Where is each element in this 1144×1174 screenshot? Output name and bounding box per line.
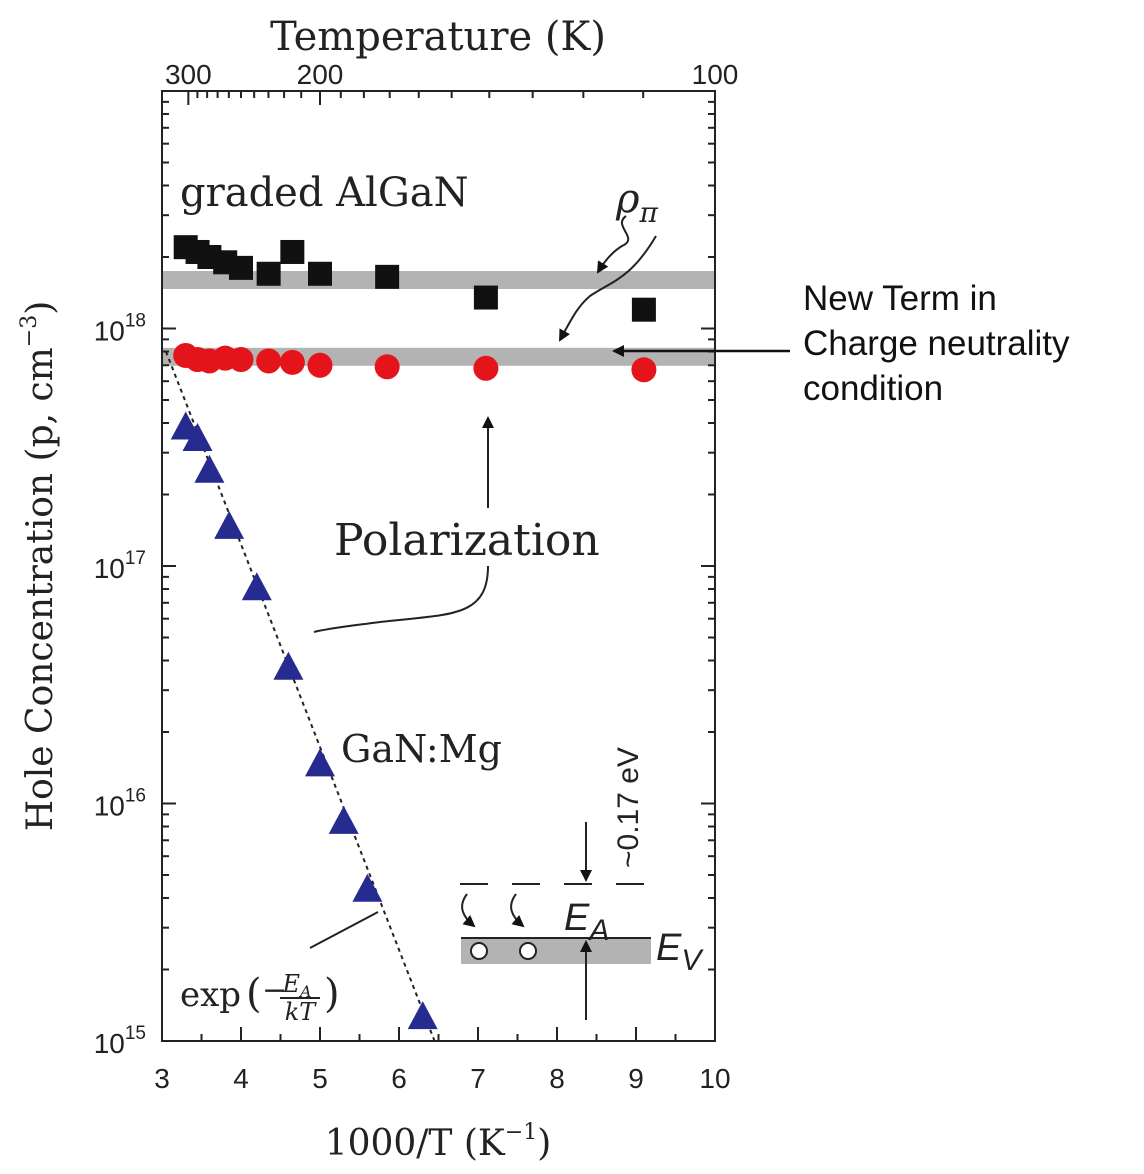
y-tick-labels: 1015 1016 1017 1018 (94, 311, 146, 1060)
data-point-square (229, 255, 253, 280)
exp-pointer-line (309, 911, 379, 949)
hole-transition-arrow-2 (510, 893, 525, 928)
data-point-square (473, 285, 498, 310)
data-point-circle (228, 347, 254, 373)
callout-line-1: New Term in (803, 279, 997, 318)
hole-circle-1 (470, 942, 488, 960)
data-point-circle (307, 352, 333, 378)
data-point-triangle (407, 1001, 438, 1030)
top-tick-label: 200 (297, 59, 344, 90)
ev-label: EV (656, 927, 704, 977)
x-axis-title: 1000/T (K−1) (325, 1120, 552, 1164)
data-point-circle (374, 354, 400, 380)
x-tick-label: 10 (699, 1063, 730, 1094)
y-tick-label: 1016 (94, 786, 146, 822)
data-point-triangle (328, 805, 359, 834)
exp-formula: exp ( − EA kT ) (180, 970, 340, 1026)
y-tick-label: 1018 (94, 311, 146, 347)
shaded-band-1 (162, 271, 715, 290)
rho-pi-label: ρπ (615, 176, 659, 229)
x-tick-label: 9 (628, 1063, 644, 1094)
polarization-curve (313, 565, 489, 633)
y-axis-title: Hole Concentration (p, cm−3) (17, 301, 61, 832)
svg-text:EA: EA (281, 970, 311, 1001)
energy-gap-label: ~0.17 eV (612, 747, 645, 868)
svg-text:−: − (262, 973, 287, 1008)
data-point-circle (631, 357, 657, 383)
x-tick-label: 7 (470, 1063, 486, 1094)
x-tick-label: 5 (312, 1063, 328, 1094)
callout-text: New Term in Charge neutrality condition (803, 276, 1143, 411)
graded-algan-label: graded AlGaN (180, 170, 469, 216)
hole-circle-2 (519, 942, 537, 960)
callout-line-2: Charge neutrality (803, 324, 1070, 363)
ganmg-label: GaN:Mg (341, 727, 502, 771)
x-tick-label: 8 (549, 1063, 565, 1094)
x-tick-labels: 3 4 5 6 7 8 9 10 (154, 1063, 730, 1094)
plot-frame (161, 90, 716, 1042)
top-tick-label: 300 (165, 59, 212, 90)
callout-line-3: condition (803, 369, 944, 408)
ea-label: EA (564, 897, 609, 947)
data-point-circle (473, 355, 499, 381)
data-point-triangle (194, 454, 225, 483)
band-diagram-inset: ~0.17 eV EA EV (460, 747, 704, 1020)
polarization-label: Polarization (334, 515, 600, 566)
y-tick-label: 1017 (94, 548, 146, 584)
data-point-square (375, 264, 400, 289)
top-tick-labels: 300 200 100 (165, 59, 738, 90)
data-point-square (308, 261, 332, 286)
data-markers (170, 235, 657, 1030)
exp-fit-line (165, 351, 436, 1042)
hole-transition-arrow-1 (461, 893, 476, 928)
data-point-triangle (214, 510, 245, 539)
data-point-circle (279, 349, 305, 375)
svg-text:(: ( (246, 971, 262, 1017)
data-point-square (256, 261, 281, 286)
axis-ticks (161, 91, 716, 1042)
data-point-triangle (182, 422, 213, 451)
x-tick-label: 6 (391, 1063, 407, 1094)
rho-pi-bands (162, 271, 715, 366)
y-tick-label: 1015 (94, 1023, 146, 1059)
rho-pi-curve-arrow-lower (559, 235, 657, 342)
data-point-square (280, 239, 305, 264)
x-tick-label: 3 (154, 1063, 170, 1094)
data-point-triangle (273, 651, 304, 680)
rho-pi-squiggle-arrow-upper (596, 215, 630, 274)
data-point-triangle (241, 572, 272, 601)
svg-text:): ) (324, 971, 340, 1017)
data-point-square (631, 297, 656, 322)
data-point-circle (256, 348, 282, 374)
data-point-triangle (305, 748, 335, 777)
x-tick-label: 4 (233, 1063, 249, 1094)
top-tick-label: 100 (692, 59, 739, 90)
svg-text:kT: kT (285, 998, 318, 1026)
svg-text:exp: exp (180, 975, 241, 1015)
data-point-triangle (352, 873, 383, 902)
valence-band (461, 938, 651, 964)
top-axis-title: Temperature (K) (270, 14, 606, 60)
